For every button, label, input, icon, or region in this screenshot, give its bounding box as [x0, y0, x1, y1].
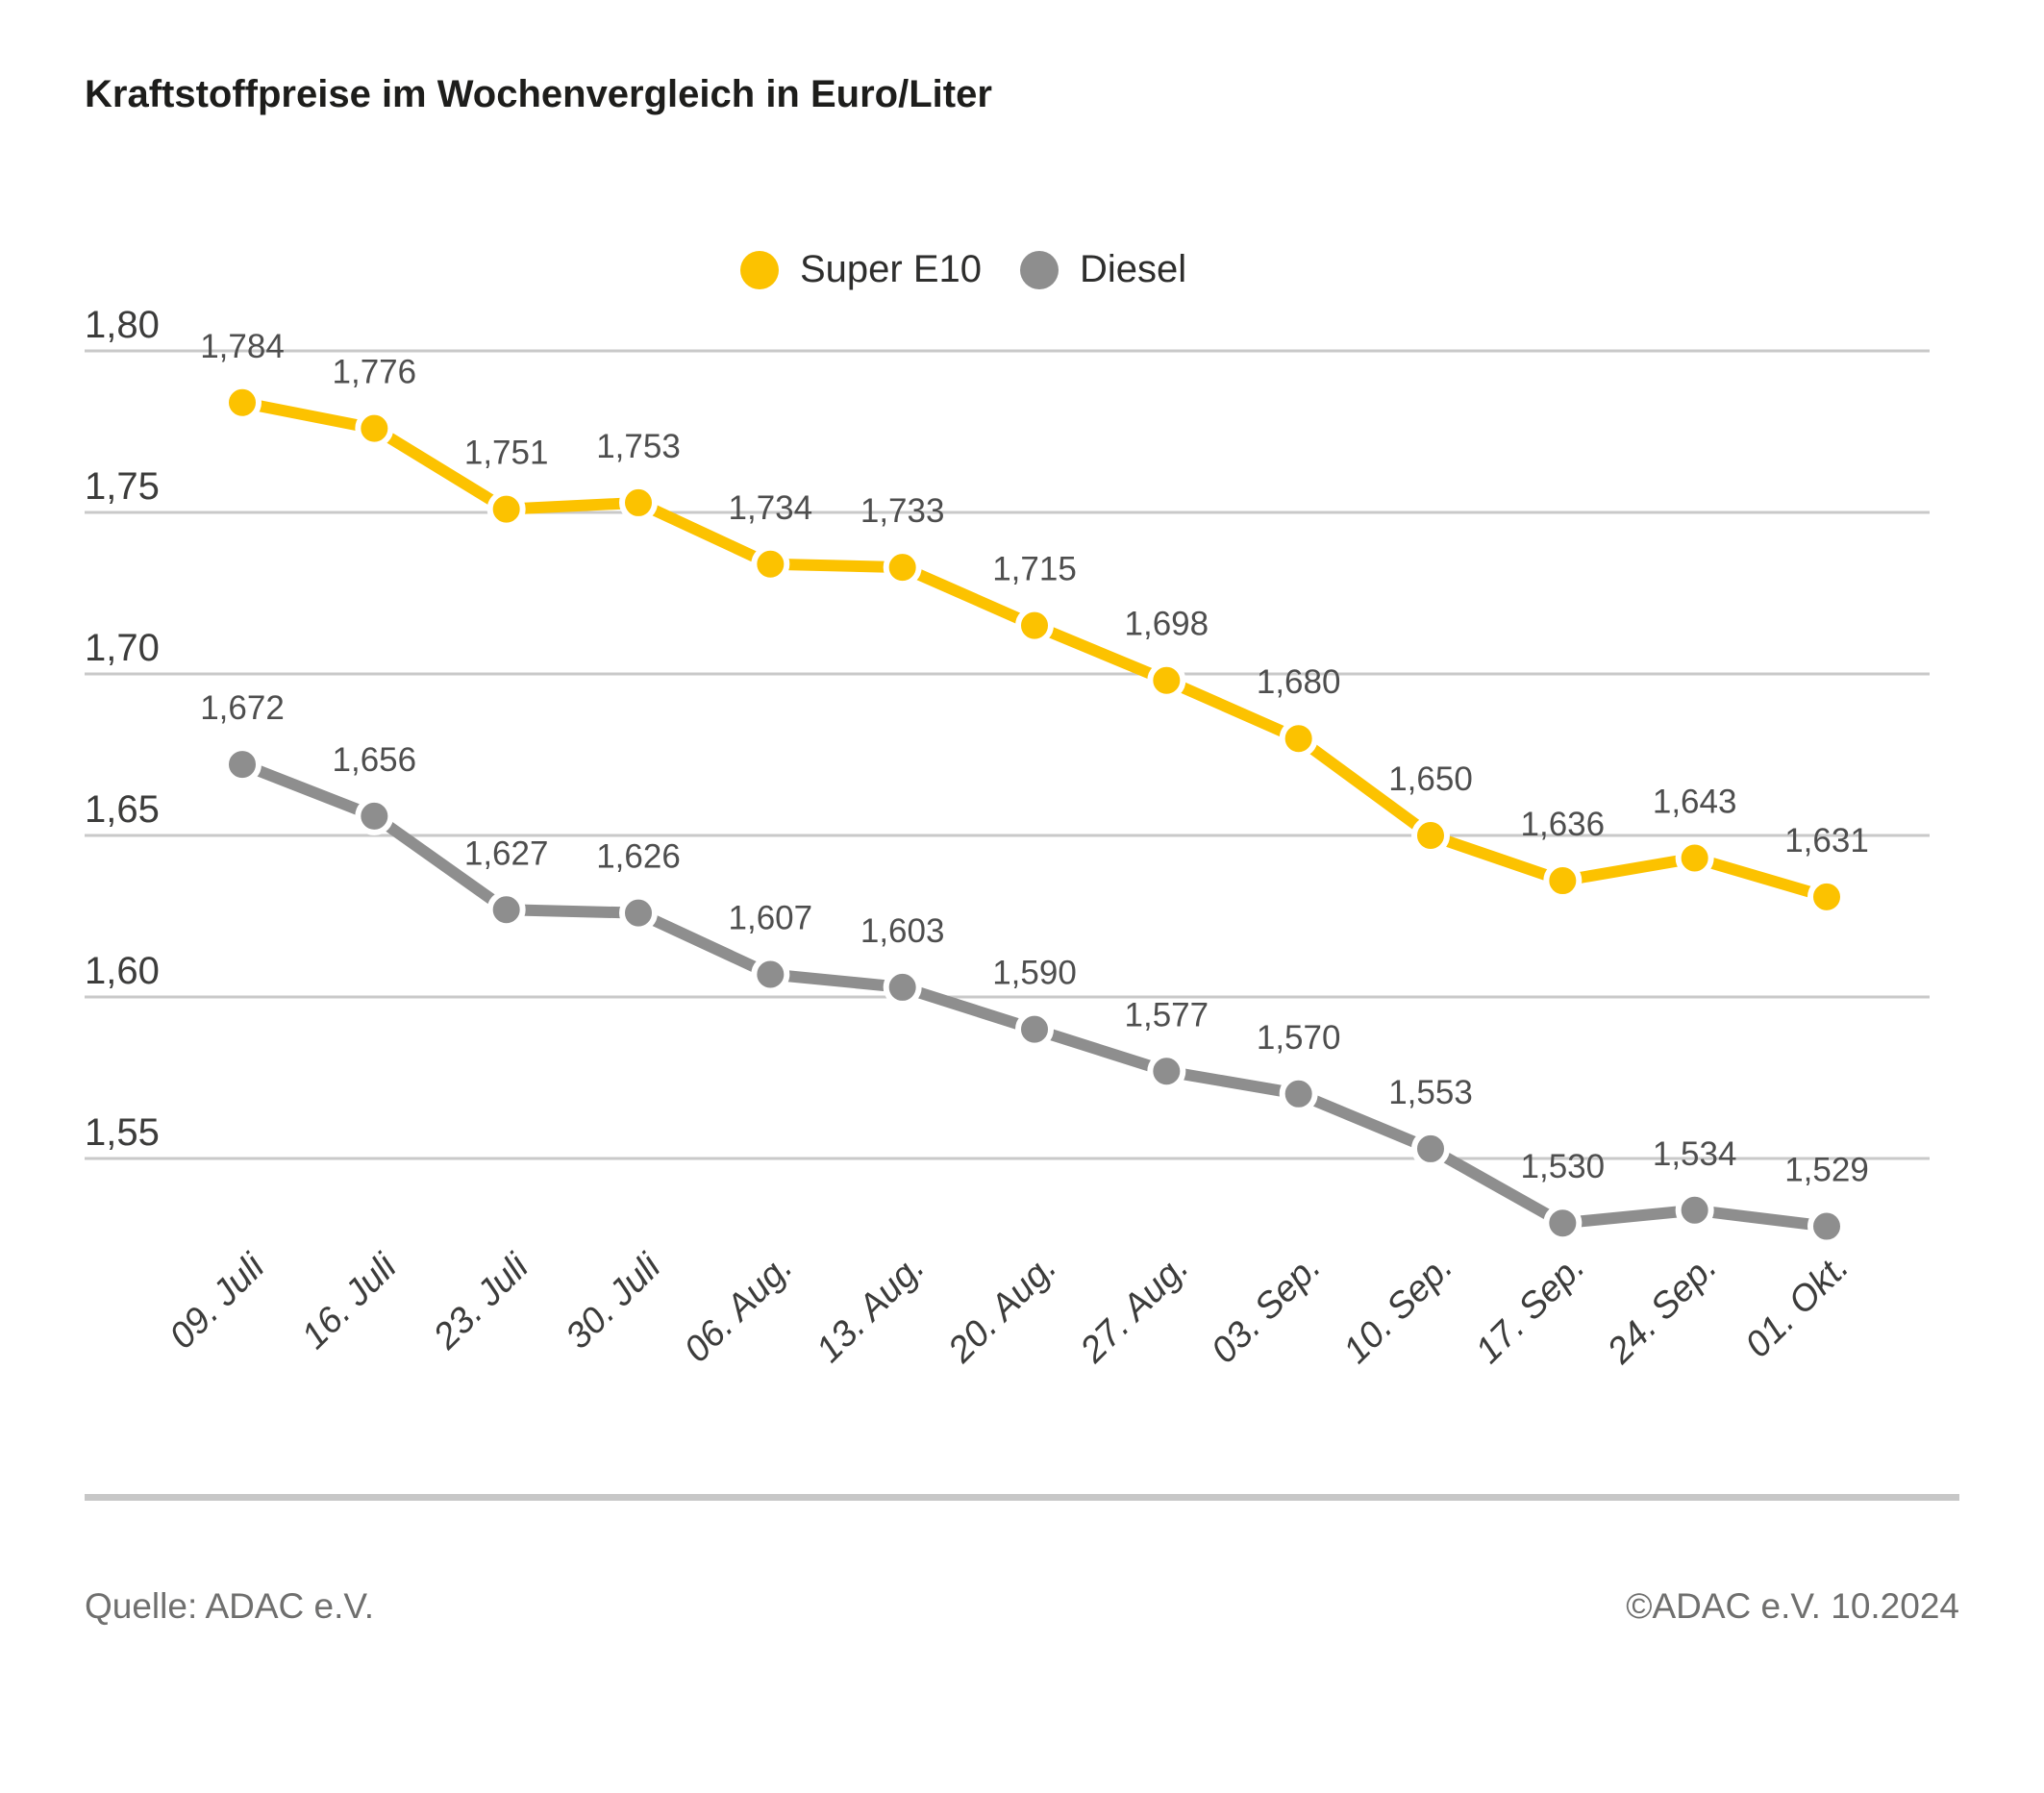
super-e10-marker	[1411, 816, 1450, 855]
diesel-value-label: 1,534	[1653, 1135, 1737, 1173]
x-axis-label: 03. Sep.	[1204, 1247, 1329, 1372]
super-e10-value-label: 1,715	[992, 551, 1077, 588]
diesel-value-label: 1,577	[1125, 996, 1209, 1033]
diesel-marker	[1675, 1190, 1714, 1230]
x-axis-label: 10. Sep.	[1336, 1247, 1461, 1372]
diesel-value-label: 1,529	[1784, 1152, 1869, 1189]
diesel-value-label: 1,656	[333, 741, 417, 779]
super-e10-marker	[486, 489, 526, 529]
super-e10-marker	[751, 544, 790, 584]
super-e10-value-label: 1,734	[729, 489, 813, 527]
super-e10-marker	[355, 409, 394, 448]
copyright-text: ©ADAC e.V. 10.2024	[1626, 1586, 1959, 1626]
super-e10-marker	[1675, 838, 1714, 878]
diesel-value-label: 1,603	[860, 912, 945, 950]
diesel-marker	[1147, 1052, 1186, 1091]
diesel-value-label: 1,570	[1257, 1019, 1341, 1057]
y-axis-tick-label: 1,55	[85, 1111, 160, 1154]
super-e10-value-label: 1,680	[1257, 663, 1341, 701]
y-axis-tick-label: 1,60	[85, 950, 160, 992]
super-e10-value-label: 1,643	[1653, 784, 1737, 821]
x-axis-label: 13. Aug.	[809, 1247, 933, 1371]
super-e10-marker	[1279, 719, 1318, 759]
diesel-value-label: 1,530	[1521, 1148, 1606, 1185]
super-e10-value-label: 1,636	[1521, 806, 1606, 843]
super-e10-marker	[1015, 606, 1054, 645]
diesel-marker	[1807, 1207, 1846, 1246]
diesel-marker	[486, 890, 526, 930]
x-axis-label: 16. Juli	[294, 1246, 406, 1357]
super-e10-value-label: 1,733	[860, 492, 945, 530]
diesel-value-label: 1,672	[200, 689, 285, 727]
super-e10-marker	[223, 383, 262, 422]
super-e10-value-label: 1,784	[200, 328, 285, 365]
y-axis-tick-label: 1,80	[85, 304, 160, 346]
super-e10-dot-icon	[740, 250, 779, 289]
diesel-value-label: 1,590	[992, 955, 1077, 992]
super-e10-value-label: 1,698	[1125, 606, 1209, 643]
y-axis-tick-label: 1,70	[85, 627, 160, 669]
source-text: Quelle: ADAC e.V.	[85, 1586, 374, 1626]
diesel-value-label: 1,627	[464, 834, 549, 872]
x-axis-label: 17. Sep.	[1468, 1247, 1593, 1372]
legend-label-diesel: Diesel	[1080, 248, 1187, 290]
diesel-dot-icon	[1020, 250, 1059, 289]
chart-legend: Super E10 Diesel	[740, 248, 1186, 291]
diesel-marker	[883, 967, 922, 1007]
diesel-value-label: 1,553	[1388, 1074, 1473, 1111]
super-e10-value-label: 1,776	[333, 354, 417, 391]
diesel-marker	[1411, 1129, 1450, 1168]
super-e10-marker	[1543, 861, 1583, 901]
diesel-marker	[751, 955, 790, 994]
legend-item-diesel: Diesel	[1020, 248, 1186, 291]
super-e10-value-label: 1,650	[1388, 760, 1473, 798]
legend-item-super-e10: Super E10	[740, 248, 982, 291]
line-chart: 1,80 1,75 1,70 1,65 1,60 1,55 09. Juli 16. Juli…	[85, 304, 1930, 1373]
x-axis-label: 24. Sep.	[1600, 1247, 1726, 1373]
legend-label-super-e10: Super E10	[800, 248, 983, 290]
diesel-marker	[1279, 1074, 1318, 1113]
x-axis-label: 06. Aug.	[677, 1247, 801, 1371]
x-axis-label: 27. Aug.	[1072, 1247, 1197, 1372]
page-title: Kraftstoffpreise im Wochenvergleich in E…	[85, 73, 992, 115]
super-e10-marker	[1147, 660, 1186, 700]
diesel-marker	[619, 893, 658, 933]
diesel-marker	[355, 796, 394, 835]
footer-divider	[85, 1494, 1959, 1501]
x-axis-label: 20. Aug.	[940, 1247, 1065, 1372]
x-axis-label: 30. Juli	[559, 1246, 670, 1357]
x-axis-label: 01. Okt.	[1738, 1247, 1857, 1366]
y-axis-tick-label: 1,75	[85, 465, 160, 508]
x-axis-label: 09. Juli	[162, 1246, 274, 1357]
super-e10-value-label: 1,751	[464, 435, 549, 472]
super-e10-marker	[883, 548, 922, 587]
y-axis-tick-label: 1,65	[85, 788, 160, 831]
diesel-marker	[223, 745, 262, 784]
super-e10-value-label: 1,631	[1784, 822, 1869, 859]
diesel-marker	[1015, 1009, 1054, 1049]
diesel-marker	[1543, 1204, 1583, 1243]
diesel-value-label: 1,607	[729, 899, 813, 936]
x-axis-label: 23. Juli	[425, 1246, 537, 1358]
super-e10-marker	[619, 483, 658, 522]
super-e10-marker	[1807, 877, 1846, 916]
super-e10-value-label: 1,753	[596, 428, 681, 465]
diesel-value-label: 1,626	[596, 838, 681, 876]
